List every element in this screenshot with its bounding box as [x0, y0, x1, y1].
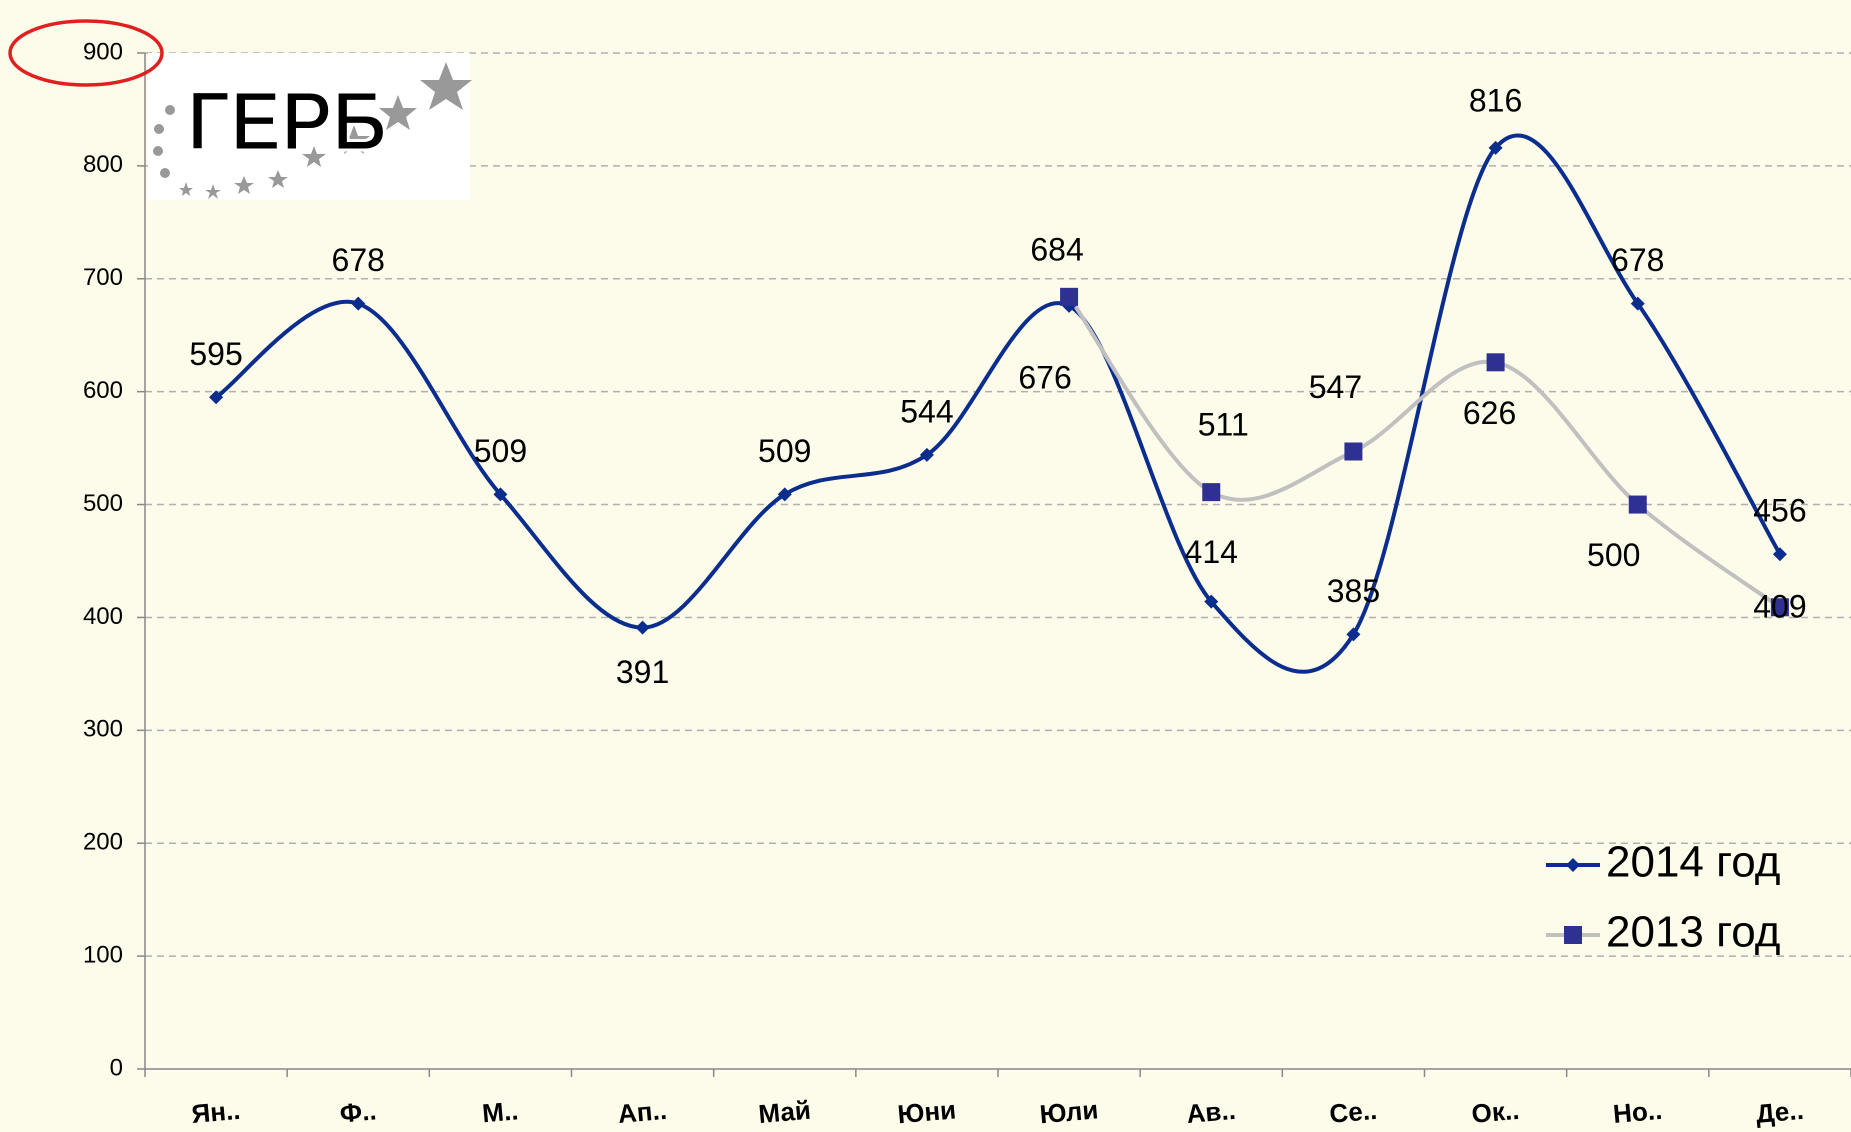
data-label: 414: [1185, 534, 1238, 570]
logo-stars: [153, 62, 472, 199]
marker: [635, 620, 650, 635]
logo: ГЕРБ: [148, 53, 472, 200]
marker: [1346, 627, 1361, 642]
data-label: 385: [1327, 573, 1380, 609]
x-tick-label: Юни: [896, 1094, 957, 1129]
marker: [1628, 495, 1647, 514]
x-tick-label: Ян..: [190, 1095, 241, 1129]
y-tick-label: 200: [83, 829, 123, 856]
marker: [1770, 598, 1789, 617]
data-label: 509: [758, 433, 811, 469]
data-label: 676: [1018, 359, 1071, 395]
data-label: 678: [332, 242, 385, 278]
marker: [1060, 287, 1079, 306]
marker: [209, 390, 224, 405]
data-label: 391: [616, 654, 669, 690]
logo-text: ГЕРБ: [187, 74, 387, 168]
marker: [493, 487, 508, 502]
x-tick-label: Де..: [1755, 1095, 1805, 1129]
y-tick-label: 0: [110, 1054, 123, 1081]
data-label: 509: [474, 433, 527, 469]
series-line: [1067, 295, 1782, 609]
marker: [919, 447, 934, 462]
data-label: 456: [1753, 493, 1806, 529]
legend-marker: [1564, 926, 1582, 944]
marker: [1772, 547, 1787, 562]
y-tick-label: 400: [83, 603, 123, 630]
x-tick-label: М..: [481, 1095, 520, 1128]
x-tick-label: Ап..: [617, 1095, 668, 1129]
y-tick-label: 700: [83, 264, 123, 291]
y-tick-label: 900: [83, 38, 123, 65]
data-label: 547: [1309, 369, 1362, 405]
marker: [1630, 296, 1645, 311]
data-label: 544: [900, 393, 953, 429]
legend-label: 2014 год: [1606, 838, 1780, 887]
legend-marker: [1566, 858, 1580, 872]
x-tick-label: Но..: [1612, 1095, 1664, 1129]
data-label: 684: [1030, 231, 1083, 267]
series-line: [214, 133, 1782, 674]
plot: 0 100 200 300 400 500 600 700 800 900 Ян.. Ф.. М.. Ап…: [83, 38, 1851, 1129]
highlight-ellipse: [8, 19, 164, 87]
data-label: 511: [1198, 407, 1249, 443]
marker: [1204, 594, 1219, 609]
x-tick-label: Май: [757, 1095, 812, 1129]
data-label: 409: [1753, 589, 1806, 625]
x-tick-label: Юли: [1038, 1094, 1099, 1129]
legend-label: 2013 год: [1606, 908, 1780, 957]
data-label: 626: [1463, 395, 1516, 431]
x-tick-label: Ок..: [1470, 1095, 1520, 1129]
marker: [1202, 483, 1221, 502]
marker: [1488, 140, 1503, 155]
data-label: 500: [1587, 537, 1640, 573]
x-tick-label: Се..: [1328, 1095, 1378, 1129]
y-tick-label: 600: [83, 377, 123, 404]
data-label: 678: [1611, 242, 1664, 278]
marker: [351, 296, 366, 311]
data-label: 595: [189, 336, 242, 372]
x-tick-label: Ав..: [1185, 1095, 1237, 1129]
y-tick-label: 100: [83, 941, 123, 968]
y-tick-label: 300: [83, 716, 123, 743]
y-tick-label: 500: [83, 490, 123, 517]
marker: [1344, 442, 1363, 461]
data-label: 816: [1469, 82, 1522, 118]
logo-background: [148, 53, 470, 200]
x-tick-label: Ф..: [339, 1095, 378, 1128]
marker: [1486, 353, 1505, 372]
y-tick-label: 800: [83, 151, 123, 178]
marker: [777, 487, 792, 502]
